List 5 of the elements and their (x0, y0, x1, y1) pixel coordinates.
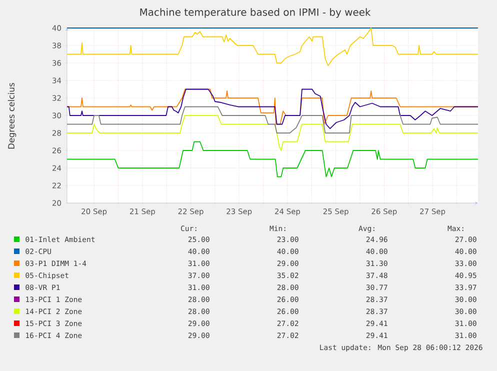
line-series (66, 106, 478, 134)
chart-title: Machine temperature based on IPMI - by week (140, 8, 371, 18)
y-axis-title: Degrees celcius (8, 82, 16, 149)
line-series (66, 115, 478, 151)
line-series (66, 141, 478, 178)
